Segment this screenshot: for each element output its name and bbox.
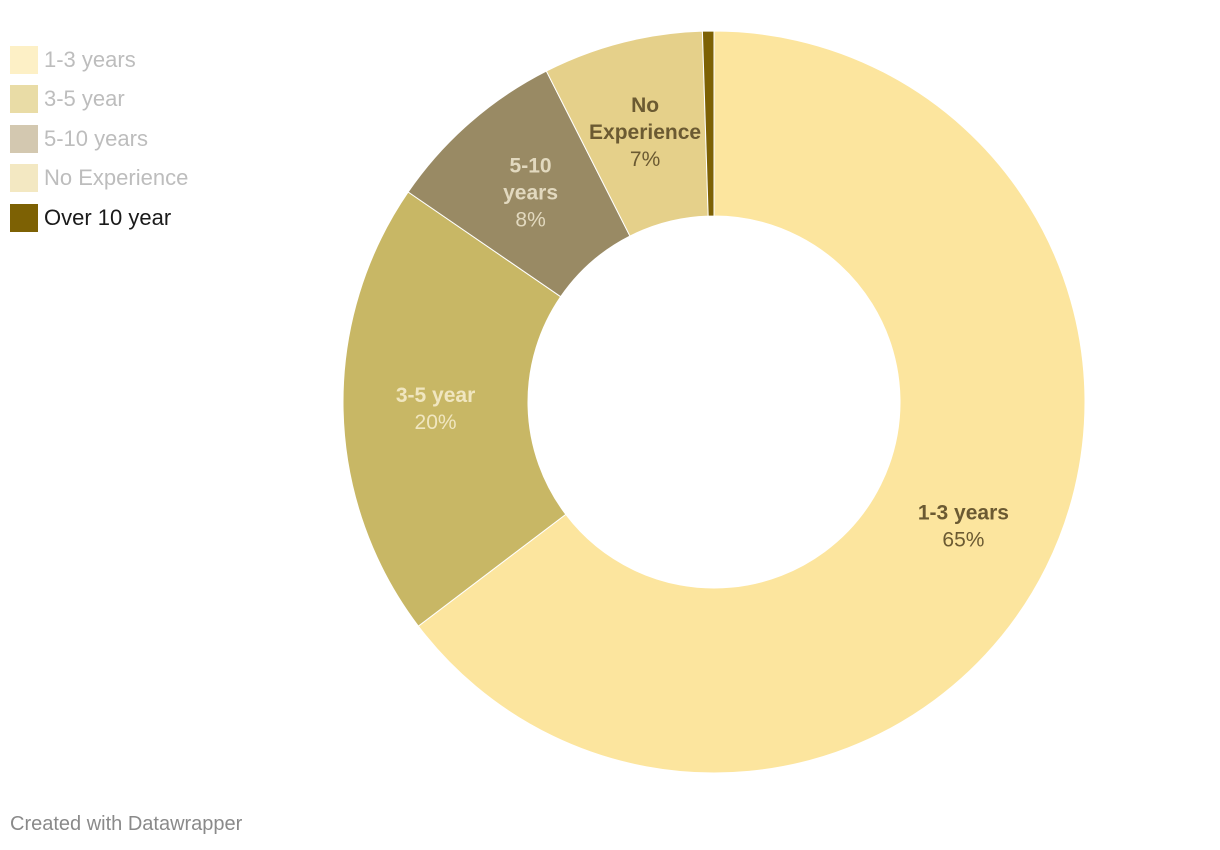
donut-slice	[342, 191, 567, 627]
chart-legend: 1-3 years 3-5 year 5-10 years No Experience…	[10, 40, 188, 238]
legend-item: 1-3 years	[10, 40, 188, 80]
legend-item: No Experience	[10, 159, 188, 199]
donut-slice	[417, 30, 1086, 774]
legend-swatch	[10, 124, 38, 153]
legend-label: 3-5 year	[44, 86, 125, 112]
legend-swatch	[10, 85, 38, 114]
credit-footer: Created with Datawrapper	[10, 813, 243, 835]
legend-item: Over 10 year	[10, 198, 188, 238]
legend-item: 5-10 years	[10, 119, 188, 159]
legend-label: No Experience	[44, 165, 189, 191]
slice-label: No Experience 7%	[589, 94, 701, 171]
legend-swatch	[10, 164, 38, 193]
slice-label: 1-3 years 65%	[918, 501, 1009, 551]
slice-label: 3-5 year 20%	[396, 384, 475, 434]
legend-label: Over 10 year	[44, 204, 172, 230]
legend-label: 5-10 years	[44, 125, 148, 151]
legend-label: 1-3 years	[44, 46, 136, 72]
donut-slice	[701, 30, 715, 217]
legend-item: 3-5 year	[10, 80, 188, 120]
legend-swatch	[10, 203, 38, 232]
legend-swatch	[10, 45, 38, 74]
slice-label: 5-10 years 8%	[503, 154, 558, 231]
